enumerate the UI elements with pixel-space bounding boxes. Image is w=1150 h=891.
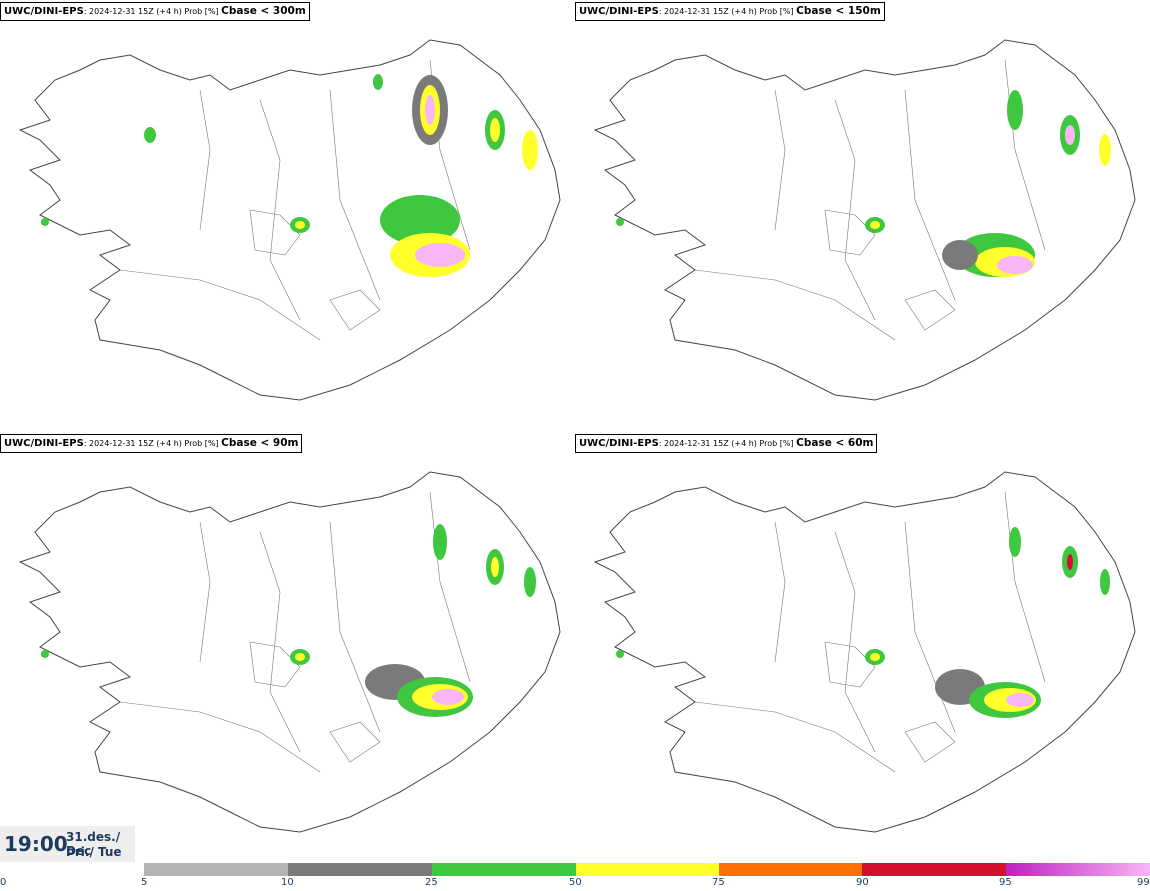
probability-map xyxy=(19,471,561,833)
valid-time: 19:00 xyxy=(4,832,68,856)
map-panel-150m: UWC/DINI-EPS: 2024-12-31 15Z (+4 h) Prob… xyxy=(575,0,1150,430)
tick-label-90: 90 xyxy=(856,877,869,888)
model-name: UWC/DINI-EPS xyxy=(4,6,84,17)
panel-title: UWC/DINI-EPS: 2024-12-31 15Z (+4 h) Prob… xyxy=(0,434,303,453)
threshold-label: Cbase < 90m xyxy=(221,437,299,449)
colorbar-bin-95-99 xyxy=(1006,863,1150,876)
probability-map xyxy=(594,39,1136,401)
colorbar-bin-25-50 xyxy=(432,863,576,876)
model-name: UWC/DINI-EPS xyxy=(579,6,659,17)
colorbar-bin-5-10 xyxy=(144,863,288,876)
probability-map xyxy=(594,471,1136,833)
tick-label-10: 10 xyxy=(281,877,294,888)
threshold-label: Cbase < 300m xyxy=(221,5,306,17)
run-info: : 2024-12-31 15Z (+4 h) Prob [%] xyxy=(658,7,797,16)
model-name: UWC/DINI-EPS xyxy=(579,438,659,449)
tick-label-25: 25 xyxy=(425,877,438,888)
map-panel-90m: UWC/DINI-EPS: 2024-12-31 15Z (+4 h) Prob… xyxy=(0,432,575,862)
tick-label-95: 95 xyxy=(999,877,1012,888)
run-info: : 2024-12-31 15Z (+4 h) Prob [%] xyxy=(83,7,222,16)
tick-label-5: 5 xyxy=(141,877,148,888)
colorbar-bin-10-25 xyxy=(288,863,432,876)
panel-title: UWC/DINI-EPS: 2024-12-31 15Z (+4 h) Prob… xyxy=(575,2,885,21)
tick-label-99: 99 xyxy=(1137,877,1150,888)
tick-label-75: 75 xyxy=(712,877,725,888)
valid-date: 31.des./ Dec xyxy=(66,830,121,858)
run-info: : 2024-12-31 15Z (+4 h) Prob [%] xyxy=(83,439,222,448)
probability-map xyxy=(19,39,561,401)
colorbar-bin-75-90 xyxy=(719,863,862,876)
tick-label-50: 50 xyxy=(569,877,582,888)
panel-title: UWC/DINI-EPS: 2024-12-31 15Z (+4 h) Prob… xyxy=(0,2,310,21)
colorbar-bin-90-95 xyxy=(862,863,1006,876)
run-info: : 2024-12-31 15Z (+4 h) Prob [%] xyxy=(658,439,797,448)
map-panel-300m: UWC/DINI-EPS: 2024-12-31 15Z (+4 h) Prob… xyxy=(0,0,575,430)
model-name: UWC/DINI-EPS xyxy=(4,438,84,449)
colorbar-bin-50-75 xyxy=(576,863,719,876)
threshold-label: Cbase < 150m xyxy=(796,5,881,17)
probability-colorbar xyxy=(144,863,1150,876)
tick-label-0: 0 xyxy=(0,877,7,888)
map-panel-60m: UWC/DINI-EPS: 2024-12-31 15Z (+4 h) Prob… xyxy=(575,432,1150,862)
valid-weekday: Þri./ Tue xyxy=(66,845,122,859)
valid-time-box: 19:00 31.des./ Dec Þri./ Tue xyxy=(0,826,135,862)
panel-title: UWC/DINI-EPS: 2024-12-31 15Z (+4 h) Prob… xyxy=(575,434,878,453)
threshold-label: Cbase < 60m xyxy=(796,437,874,449)
